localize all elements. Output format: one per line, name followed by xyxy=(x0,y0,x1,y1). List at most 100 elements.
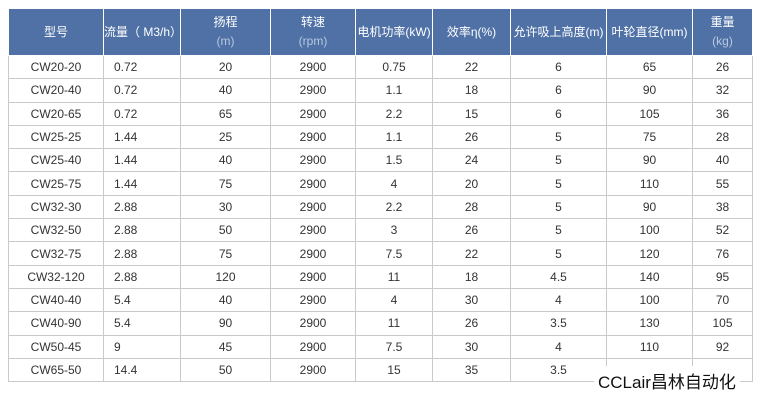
table-cell: 35 xyxy=(432,357,511,383)
column-header: 电机功率(kW) xyxy=(355,8,433,56)
table-cell: 2900 xyxy=(270,357,356,383)
table-row: CW25-25 1.44 25 2900 1.1 26 5 75 28 xyxy=(8,124,753,150)
table-cell: 120 xyxy=(180,264,271,289)
table-cell: 22 xyxy=(432,54,511,80)
column-header: 允许吸上高度(m) xyxy=(510,8,607,56)
table-cell: 2900 xyxy=(270,78,356,103)
table-cell: 50 xyxy=(180,218,271,243)
table-cell: 2.88 xyxy=(103,264,181,289)
table-cell: 2900 xyxy=(270,171,356,196)
table-cell: 2.88 xyxy=(103,241,181,266)
table-cell: CW32-50 xyxy=(8,218,104,243)
header-line: (rpm) xyxy=(298,34,328,48)
table-cell: 5 xyxy=(510,194,607,220)
table-cell: 5.4 xyxy=(103,287,181,313)
table-cell: 130 xyxy=(606,311,693,336)
table-cell: 4.5 xyxy=(510,264,607,289)
table-cell: 105 xyxy=(692,311,753,336)
table-cell: 2900 xyxy=(270,241,356,266)
table-cell: 20 xyxy=(432,171,511,196)
table-cell: 0.72 xyxy=(103,78,181,103)
table-row: CW32-50 2.88 50 2900 3 26 5 100 52 xyxy=(8,218,753,243)
table-row: CW32-30 2.88 30 2900 2.2 28 5 90 38 xyxy=(8,194,753,220)
table-cell: 1.1 xyxy=(355,78,433,103)
table-row: CW20-40 0.72 40 2900 1.1 18 6 90 32 xyxy=(8,78,753,103)
table-cell: 2900 xyxy=(270,148,356,173)
table-cell: 4 xyxy=(510,334,607,359)
table-cell: 2900 xyxy=(270,218,356,243)
table-cell: 26 xyxy=(432,218,511,243)
table-cell: 25 xyxy=(180,124,271,150)
table-row: CW50-45 9 45 2900 7.5 30 4 110 92 xyxy=(8,334,753,359)
table-cell: 90 xyxy=(180,311,271,336)
table-cell: 36 xyxy=(692,101,753,126)
table-cell: 5 xyxy=(510,218,607,243)
table-cell: 9 xyxy=(103,334,181,359)
table-cell: 90 xyxy=(606,78,693,103)
header-line: (m) xyxy=(216,34,235,48)
table-cell: 7.5 xyxy=(355,334,433,359)
table-cell: 75 xyxy=(606,124,693,150)
table-cell: 5 xyxy=(510,241,607,266)
table-cell: 3 xyxy=(355,218,433,243)
table-row: CW32-75 2.88 75 2900 7.5 22 5 120 76 xyxy=(8,241,753,266)
table-cell: 1.44 xyxy=(103,171,181,196)
table-cell: 65 xyxy=(606,54,693,80)
table-cell: 30 xyxy=(180,194,271,220)
column-header: 叶轮直径(mm) xyxy=(606,8,693,56)
table-cell: 40 xyxy=(180,148,271,173)
table-cell: CW20-20 xyxy=(8,54,104,80)
header-line: 扬程 xyxy=(213,15,238,29)
column-header: 转速 (rpm) xyxy=(270,8,356,56)
table-cell: 30 xyxy=(432,334,511,359)
header-line: 电机功率(kW) xyxy=(357,24,431,39)
column-header: 型号 xyxy=(8,8,104,56)
table-row: CW25-75 1.44 75 2900 4 20 5 110 55 xyxy=(8,171,753,196)
table-cell: CW20-65 xyxy=(8,101,104,126)
table-cell: 1.44 xyxy=(103,124,181,150)
watermark: CCLair昌林自动化 xyxy=(594,366,740,395)
table-cell: 100 xyxy=(606,218,693,243)
table-cell: 90 xyxy=(606,148,693,173)
table-cell: 75 xyxy=(180,171,271,196)
table-cell: 110 xyxy=(606,171,693,196)
table-cell: CW40-90 xyxy=(8,311,104,336)
table-cell: 1.1 xyxy=(355,124,433,150)
table-cell: 75 xyxy=(180,241,271,266)
table-cell: 76 xyxy=(692,241,753,266)
table-cell: 52 xyxy=(692,218,753,243)
table-cell: 26 xyxy=(692,54,753,80)
header-row: 型号 流量（ M3/h） 扬程 (m) 转速 (rpm) 电机功率(kW) 效率η(%) 允许吸… xyxy=(8,8,753,56)
table-cell: 2900 xyxy=(270,54,356,80)
table-cell: 3.5 xyxy=(510,357,607,383)
table-cell: CW50-45 xyxy=(8,334,104,359)
table-cell: 90 xyxy=(606,194,693,220)
table-cell: 1.5 xyxy=(355,148,433,173)
column-header: 扬程 (m) xyxy=(180,8,271,56)
table-cell: 2900 xyxy=(270,334,356,359)
table-cell: 40 xyxy=(692,148,753,173)
table-cell: 40 xyxy=(180,287,271,313)
table-row: CW40-40 5.4 40 2900 4 30 4 100 70 xyxy=(8,287,753,313)
table-cell: 2900 xyxy=(270,311,356,336)
table-cell: 11 xyxy=(355,264,433,289)
table-cell: 15 xyxy=(432,101,511,126)
table-cell: 70 xyxy=(692,287,753,313)
table-cell: 20 xyxy=(180,54,271,80)
table-cell: CW40-40 xyxy=(8,287,104,313)
table-cell: 0.75 xyxy=(355,54,433,80)
table-cell: 2900 xyxy=(270,264,356,289)
table-cell: 0.72 xyxy=(103,54,181,80)
header-line: 流量（ M3/h） xyxy=(104,24,183,39)
table-cell: 18 xyxy=(432,78,511,103)
table-cell: 22 xyxy=(432,241,511,266)
table-cell: 4 xyxy=(510,287,607,313)
table-row: CW40-90 5.4 90 2900 11 26 3.5 130 105 xyxy=(8,311,753,336)
table-cell: 2.2 xyxy=(355,194,433,220)
table-cell: 26 xyxy=(432,124,511,150)
header-line: 型号 xyxy=(43,24,68,39)
table-cell: CW32-75 xyxy=(8,241,104,266)
table-cell: 5 xyxy=(510,148,607,173)
header-line: 允许吸上高度(m) xyxy=(513,24,604,39)
table-cell: 2900 xyxy=(270,124,356,150)
